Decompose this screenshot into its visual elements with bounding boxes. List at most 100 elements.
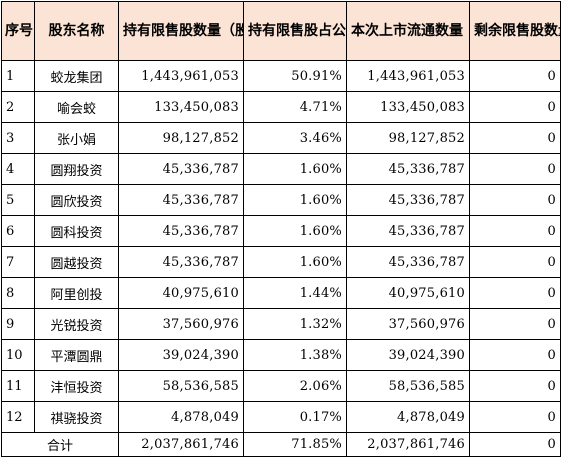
cell-restricted-shares: 37,560,976 (118, 308, 244, 340)
table-row: 7 圆越投资 45,336,787 1.60% 45,336,787 0 (1, 246, 561, 278)
table-row: 10 平潭圆鼎 39,024,390 1.38% 39,024,390 0 (1, 339, 561, 371)
total-remaining-shares: 0 (469, 432, 561, 457)
cell-remaining-shares: 0 (469, 215, 561, 247)
cell-restricted-shares: 45,336,787 (118, 246, 244, 278)
table-row: 11 沣恒投资 58,536,585 2.06% 58,536,585 0 (1, 370, 561, 402)
cell-listed-shares: 45,336,787 (346, 184, 470, 216)
cell-shareholder: 祺骁投资 (34, 401, 119, 433)
cell-shareholder: 光锐投资 (34, 308, 119, 340)
cell-pct-of-total: 1.38% (243, 339, 347, 371)
cell-restricted-shares: 98,127,852 (118, 122, 244, 154)
cell-seq: 5 (1, 184, 35, 216)
cell-listed-shares: 1,443,961,053 (346, 60, 470, 92)
cell-shareholder: 圆科投资 (34, 215, 119, 247)
cell-restricted-shares: 1,443,961,053 (118, 60, 244, 92)
cell-pct-of-total: 4.71% (243, 91, 347, 123)
table-row: 6 圆科投资 45,336,787 1.60% 45,336,787 0 (1, 215, 561, 247)
cell-pct-of-total: 1.60% (243, 153, 347, 185)
cell-seq: 4 (1, 153, 35, 185)
cell-pct-of-total: 1.60% (243, 184, 347, 216)
cell-restricted-shares: 45,336,787 (118, 215, 244, 247)
cell-listed-shares: 45,336,787 (346, 246, 470, 278)
cell-remaining-shares: 0 (469, 339, 561, 371)
table-body: 1 蛟龙集团 1,443,961,053 50.91% 1,443,961,053 0 2 喻… (1, 60, 561, 433)
cell-remaining-shares: 0 (469, 401, 561, 433)
cell-shareholder: 蛟龙集团 (34, 60, 119, 92)
cell-seq: 10 (1, 339, 35, 371)
table-row: 12 祺骁投资 4,878,049 0.17% 4,878,049 0 (1, 401, 561, 433)
table-footer: 合计 2,037,861,746 71.85% 2,037,861,746 0 (1, 432, 561, 457)
cell-pct-of-total: 0.17% (243, 401, 347, 433)
header-row: 序号 股东名称 持有限售股数量（股） 持有限售股占公司总股本比例 本次上市流通数… (1, 1, 561, 61)
cell-seq: 6 (1, 215, 35, 247)
cell-shareholder: 圆欣投资 (34, 184, 119, 216)
cell-shareholder: 喻会蛟 (34, 91, 119, 123)
table-row: 5 圆欣投资 45,336,787 1.60% 45,336,787 0 (1, 184, 561, 216)
cell-pct-of-total: 1.60% (243, 246, 347, 278)
table-header: 序号 股东名称 持有限售股数量（股） 持有限售股占公司总股本比例 本次上市流通数… (1, 1, 561, 61)
cell-remaining-shares: 0 (469, 184, 561, 216)
cell-restricted-shares: 58,536,585 (118, 370, 244, 402)
cell-remaining-shares: 0 (469, 308, 561, 340)
total-restricted-shares: 2,037,861,746 (118, 432, 244, 457)
table-row: 8 阿里创投 40,975,610 1.44% 40,975,610 0 (1, 277, 561, 309)
cell-remaining-shares: 0 (469, 277, 561, 309)
cell-seq: 11 (1, 370, 35, 402)
cell-seq: 3 (1, 122, 35, 154)
table-row: 1 蛟龙集团 1,443,961,053 50.91% 1,443,961,053 0 (1, 60, 561, 92)
cell-pct-of-total: 50.91% (243, 60, 347, 92)
header-remaining-shares: 剩余限售股数量（股） (469, 1, 561, 61)
cell-seq: 1 (1, 60, 35, 92)
cell-remaining-shares: 0 (469, 122, 561, 154)
cell-shareholder: 沣恒投资 (34, 370, 119, 402)
cell-listed-shares: 40,975,610 (346, 277, 470, 309)
cell-pct-of-total: 3.46% (243, 122, 347, 154)
header-restricted-shares: 持有限售股数量（股） (118, 1, 244, 61)
cell-shareholder: 圆越投资 (34, 246, 119, 278)
header-seq: 序号 (1, 1, 35, 61)
cell-remaining-shares: 0 (469, 370, 561, 402)
cell-shareholder: 阿里创投 (34, 277, 119, 309)
table-row: 9 光锐投资 37,560,976 1.32% 37,560,976 0 (1, 308, 561, 340)
cell-listed-shares: 37,560,976 (346, 308, 470, 340)
cell-remaining-shares: 0 (469, 60, 561, 92)
cell-seq: 12 (1, 401, 35, 433)
cell-restricted-shares: 133,450,083 (118, 91, 244, 123)
cell-restricted-shares: 4,878,049 (118, 401, 244, 433)
cell-listed-shares: 45,336,787 (346, 153, 470, 185)
cell-listed-shares: 98,127,852 (346, 122, 470, 154)
table-row: 4 圆翔投资 45,336,787 1.60% 45,336,787 0 (1, 153, 561, 185)
header-shareholder: 股东名称 (34, 1, 119, 61)
cell-seq: 8 (1, 277, 35, 309)
cell-remaining-shares: 0 (469, 246, 561, 278)
header-pct-of-total: 持有限售股占公司总股本比例 (243, 1, 347, 61)
cell-remaining-shares: 0 (469, 91, 561, 123)
cell-pct-of-total: 1.44% (243, 277, 347, 309)
cell-listed-shares: 58,536,585 (346, 370, 470, 402)
cell-pct-of-total: 2.06% (243, 370, 347, 402)
cell-shareholder: 圆翔投资 (34, 153, 119, 185)
table-row: 3 张小娟 98,127,852 3.46% 98,127,852 0 (1, 122, 561, 154)
header-listed-shares: 本次上市流通数量（股） (346, 1, 470, 61)
total-pct-of-total: 71.85% (243, 432, 347, 457)
cell-listed-shares: 45,336,787 (346, 215, 470, 247)
cell-restricted-shares: 39,024,390 (118, 339, 244, 371)
table-row: 2 喻会蛟 133,450,083 4.71% 133,450,083 0 (1, 91, 561, 123)
cell-listed-shares: 133,450,083 (346, 91, 470, 123)
total-listed-shares: 2,037,861,746 (346, 432, 470, 457)
cell-remaining-shares: 0 (469, 153, 561, 185)
cell-shareholder: 平潭圆鼎 (34, 339, 119, 371)
cell-shareholder: 张小娟 (34, 122, 119, 154)
cell-seq: 7 (1, 246, 35, 278)
cell-seq: 9 (1, 308, 35, 340)
cell-pct-of-total: 1.60% (243, 215, 347, 247)
cell-pct-of-total: 1.32% (243, 308, 347, 340)
cell-restricted-shares: 40,975,610 (118, 277, 244, 309)
cell-listed-shares: 4,878,049 (346, 401, 470, 433)
cell-restricted-shares: 45,336,787 (118, 153, 244, 185)
total-row: 合计 2,037,861,746 71.85% 2,037,861,746 0 (1, 432, 561, 457)
cell-seq: 2 (1, 91, 35, 123)
total-label: 合计 (1, 432, 119, 457)
cell-listed-shares: 39,024,390 (346, 339, 470, 371)
cell-restricted-shares: 45,336,787 (118, 184, 244, 216)
